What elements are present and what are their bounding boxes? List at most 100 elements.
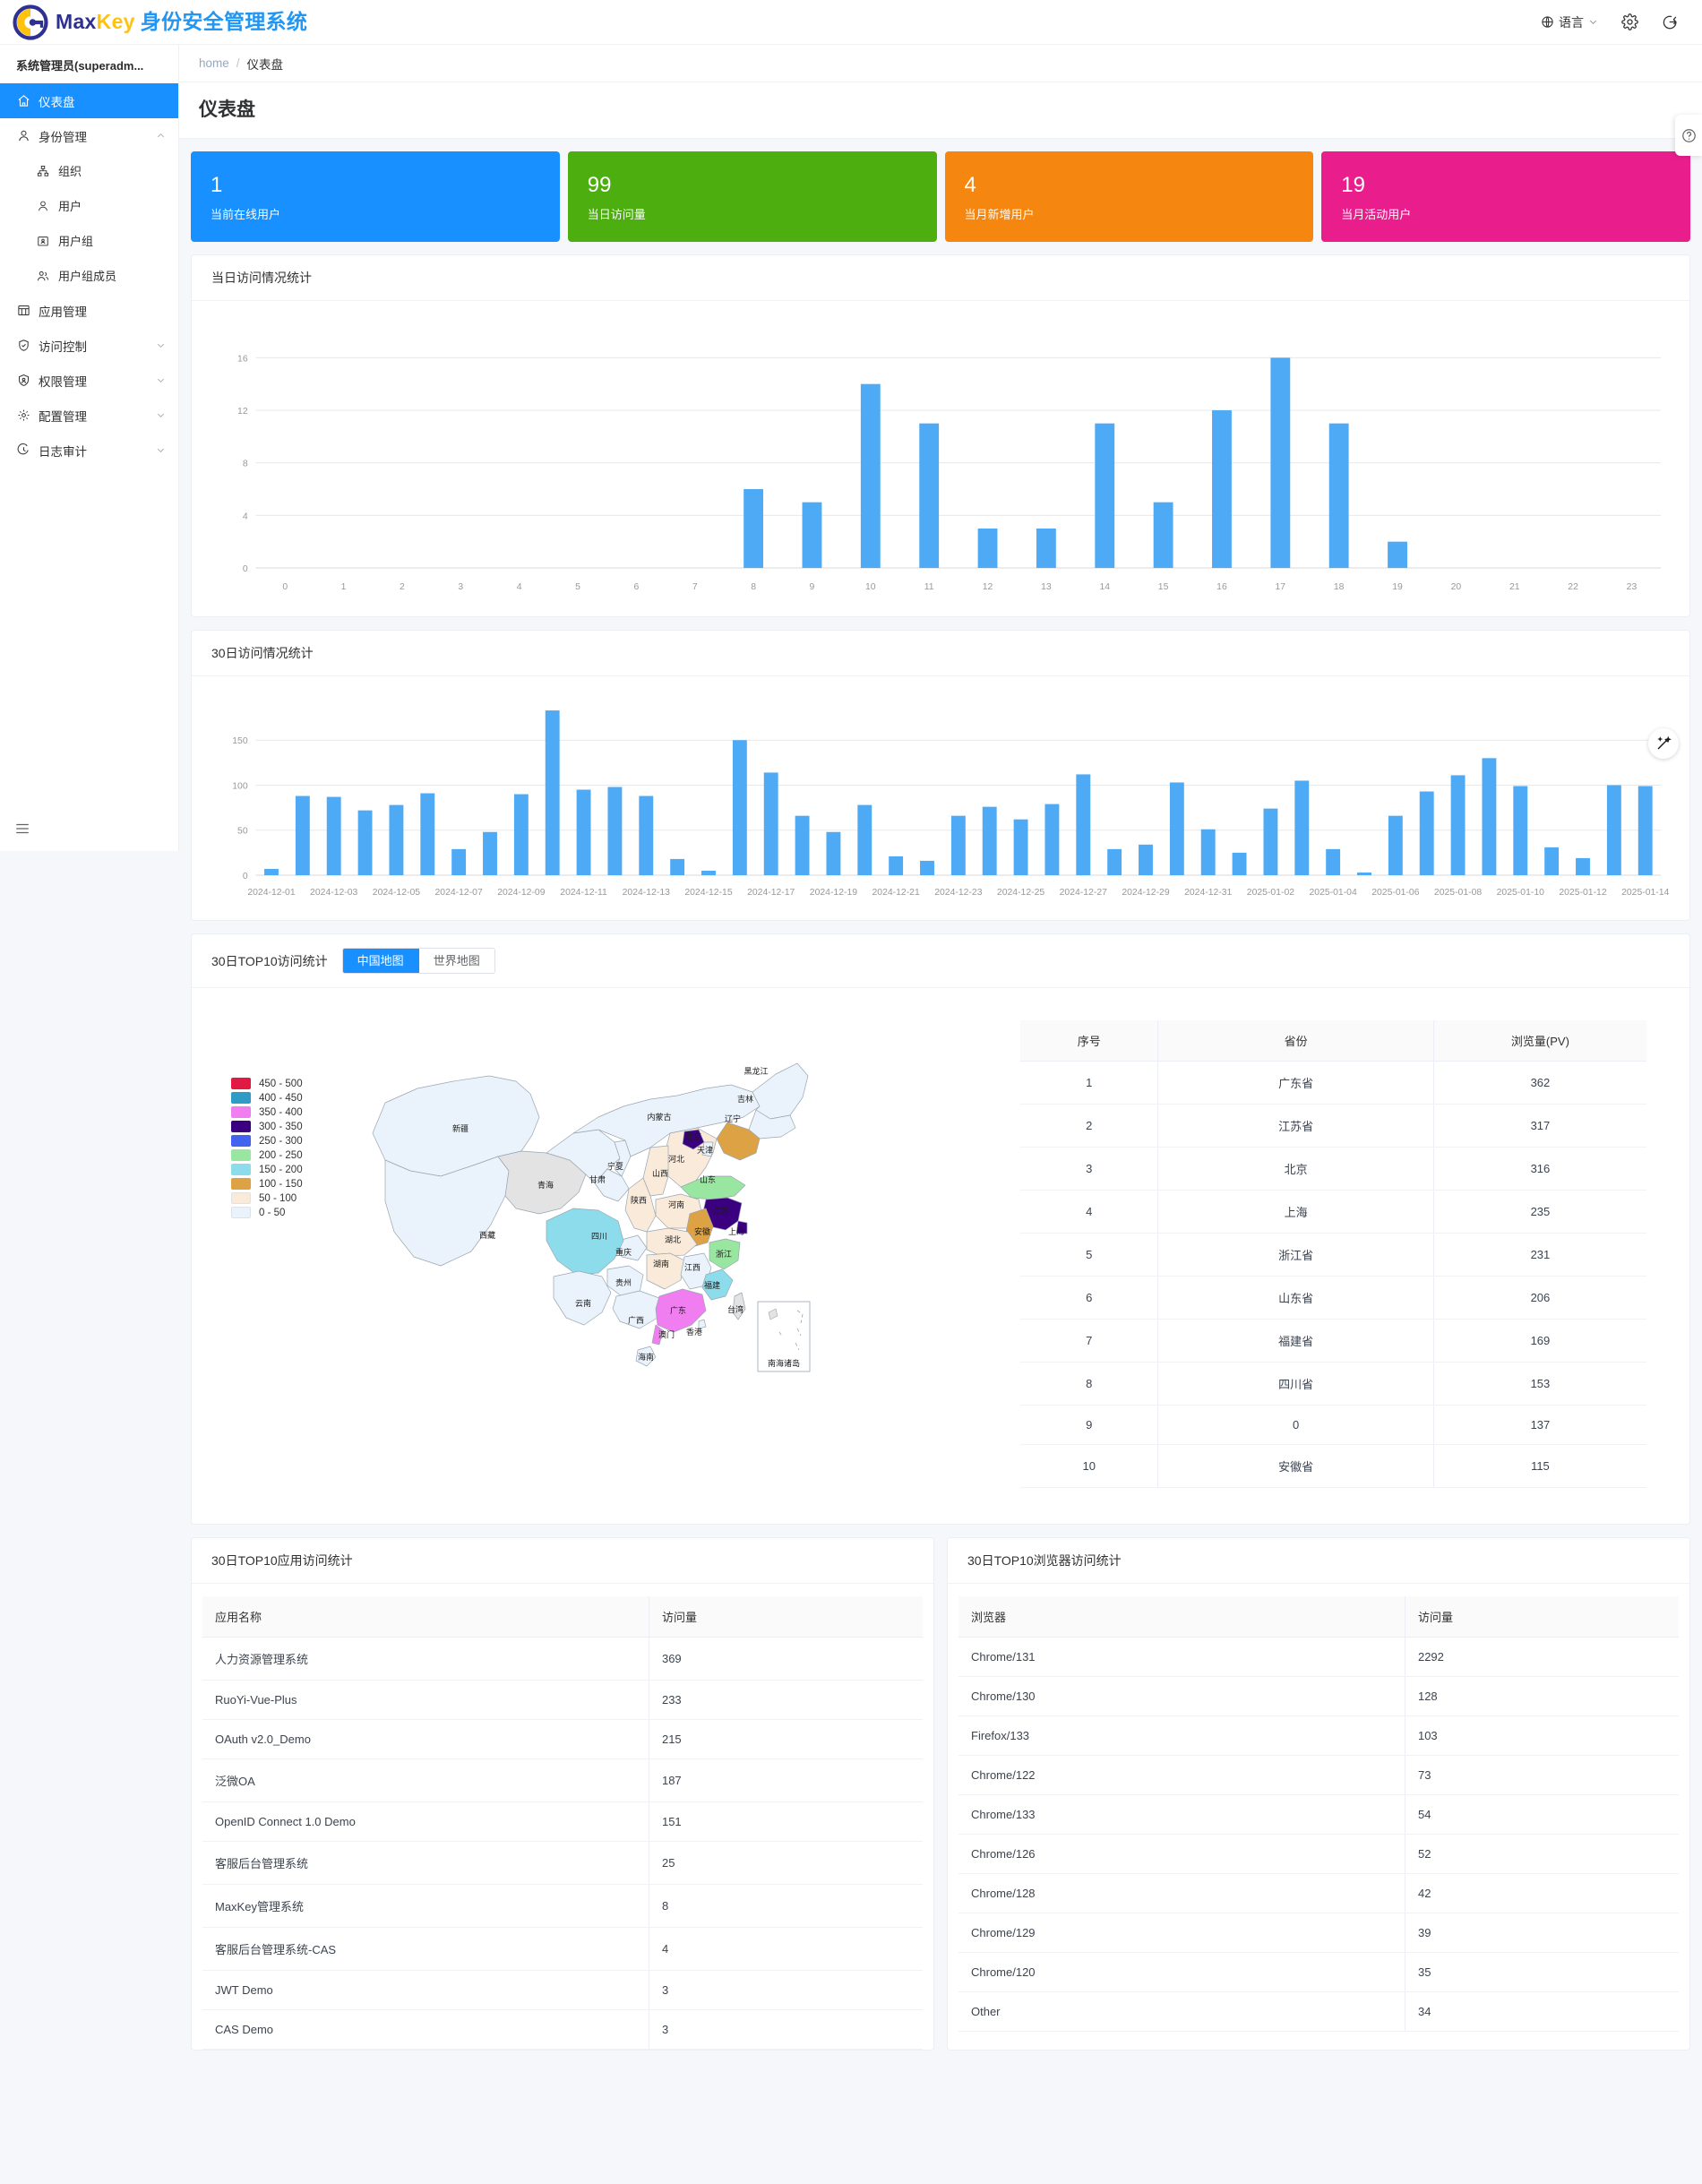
table-row[interactable]: Chrome/126 52 bbox=[958, 1834, 1679, 1875]
sidebar-collapse-toggle[interactable] bbox=[14, 821, 32, 838]
bar[interactable] bbox=[357, 811, 373, 876]
bar[interactable] bbox=[1544, 847, 1560, 876]
table-row[interactable]: RuoYi-Vue-Plus 233 bbox=[202, 1680, 923, 1721]
bar[interactable] bbox=[545, 710, 560, 876]
table-row[interactable]: 客服后台管理系统-CAS 4 bbox=[202, 1927, 923, 1972]
bar[interactable] bbox=[389, 804, 404, 876]
bar[interactable] bbox=[1153, 503, 1173, 569]
bar[interactable] bbox=[1419, 791, 1434, 876]
table-row[interactable]: 8 四川省 153 bbox=[1020, 1362, 1646, 1406]
bar[interactable] bbox=[1388, 816, 1403, 876]
help-floating-button[interactable] bbox=[1675, 115, 1702, 156]
bar[interactable] bbox=[744, 489, 764, 569]
bar[interactable] bbox=[1076, 774, 1091, 876]
table-row[interactable]: Chrome/122 73 bbox=[958, 1755, 1679, 1796]
bar[interactable] bbox=[326, 796, 341, 876]
sidebar-item-permission[interactable]: 权限管理 bbox=[0, 363, 178, 398]
table-row[interactable]: 7 福建省 169 bbox=[1020, 1319, 1646, 1363]
bar[interactable] bbox=[795, 816, 810, 876]
table-row[interactable]: OAuth v2.0_Demo 215 bbox=[202, 1719, 923, 1760]
bar[interactable] bbox=[920, 861, 934, 876]
stat-card-new-users-month[interactable]: 4 当月新增用户 bbox=[944, 151, 1314, 243]
bar[interactable] bbox=[1036, 529, 1056, 569]
brand-logo-group[interactable]: MaxKey 身份安全管理系统 bbox=[13, 4, 307, 40]
bar[interactable] bbox=[1044, 804, 1060, 876]
bar[interactable] bbox=[513, 794, 529, 876]
bar[interactable] bbox=[1263, 809, 1278, 876]
bar[interactable] bbox=[1270, 357, 1291, 569]
language-selector[interactable]: 语言 bbox=[1541, 13, 1598, 31]
table-row[interactable]: 3 北京 316 bbox=[1020, 1147, 1646, 1191]
bar[interactable] bbox=[576, 789, 591, 876]
bar[interactable] bbox=[1388, 542, 1407, 569]
table-row[interactable]: Other 34 bbox=[958, 1991, 1679, 2033]
bar[interactable] bbox=[264, 869, 279, 876]
bar[interactable] bbox=[826, 832, 841, 876]
tab-china-map[interactable]: 中国地图 bbox=[342, 949, 419, 974]
table-row[interactable]: JWT Demo 3 bbox=[202, 1970, 923, 2011]
table-row[interactable]: 1 广东省 362 bbox=[1020, 1061, 1646, 1105]
table-row[interactable]: Chrome/129 39 bbox=[958, 1913, 1679, 1954]
sidebar-item-users[interactable]: 用户 bbox=[0, 188, 178, 223]
table-row[interactable]: 人力资源管理系统 369 bbox=[202, 1637, 923, 1681]
sidebar-item-usergroup[interactable]: 用户组 bbox=[0, 223, 178, 258]
sidebar-item-dashboard[interactable]: 仪表盘 bbox=[0, 83, 178, 118]
bar[interactable] bbox=[1200, 830, 1216, 876]
bar[interactable] bbox=[1450, 775, 1466, 876]
table-row[interactable]: Firefox/133 103 bbox=[958, 1715, 1679, 1757]
sidebar-item-organization[interactable]: 组织 bbox=[0, 153, 178, 188]
bar[interactable] bbox=[732, 740, 747, 876]
bar[interactable] bbox=[451, 849, 467, 876]
table-row[interactable]: OpenID Connect 1.0 Demo 151 bbox=[202, 1801, 923, 1843]
bar[interactable] bbox=[950, 816, 966, 876]
bar[interactable] bbox=[1013, 820, 1028, 876]
bar[interactable] bbox=[977, 529, 998, 569]
sidebar-item-config[interactable]: 配置管理 bbox=[0, 398, 178, 433]
table-row[interactable]: Chrome/131 2292 bbox=[958, 1637, 1679, 1678]
table-row[interactable]: 5 浙江省 231 bbox=[1020, 1233, 1646, 1277]
bar[interactable] bbox=[1328, 424, 1349, 569]
table-row[interactable]: 客服后台管理系统 25 bbox=[202, 1841, 923, 1886]
tab-world-map[interactable]: 世界地图 bbox=[418, 949, 494, 974]
bar[interactable] bbox=[1357, 873, 1371, 876]
bar[interactable] bbox=[295, 795, 310, 876]
bar[interactable] bbox=[802, 503, 822, 569]
sidebar-item-app-management[interactable]: 应用管理 bbox=[0, 293, 178, 328]
stat-card-today-visits[interactable]: 99 当日访问量 bbox=[567, 151, 937, 243]
table-row[interactable]: MaxKey管理系统 8 bbox=[202, 1884, 923, 1929]
table-row[interactable]: 4 上海 235 bbox=[1020, 1190, 1646, 1234]
table-row[interactable]: Chrome/130 128 bbox=[958, 1676, 1679, 1717]
bar[interactable] bbox=[1576, 858, 1590, 876]
table-row[interactable]: 10 安徽省 115 bbox=[1020, 1444, 1646, 1489]
table-row[interactable]: 泛微OA 187 bbox=[202, 1758, 923, 1803]
magic-wand-button[interactable] bbox=[1648, 728, 1679, 760]
bar[interactable] bbox=[1513, 786, 1528, 876]
bar[interactable] bbox=[420, 793, 435, 876]
bar[interactable] bbox=[860, 384, 881, 569]
breadcrumb-home[interactable]: home bbox=[199, 56, 229, 70]
bar[interactable] bbox=[1638, 786, 1653, 876]
bar[interactable] bbox=[889, 856, 904, 876]
china-map-container[interactable]: 450 - 500 400 - 450 350 - 400 300 - 350 250 … bbox=[211, 1011, 999, 1488]
bar[interactable] bbox=[670, 859, 685, 876]
sidebar-item-access-control[interactable]: 访问控制 bbox=[0, 328, 178, 363]
bar[interactable] bbox=[857, 804, 872, 876]
bar[interactable] bbox=[1232, 853, 1247, 876]
table-row[interactable]: CAS Demo 3 bbox=[202, 2009, 923, 2051]
stat-card-active-users-month[interactable]: 19 当月活动用户 bbox=[1321, 151, 1690, 243]
bar[interactable] bbox=[1139, 845, 1153, 876]
bar[interactable] bbox=[701, 871, 716, 876]
table-row[interactable]: Chrome/120 35 bbox=[958, 1952, 1679, 1993]
bar[interactable] bbox=[1482, 758, 1497, 876]
bar[interactable] bbox=[607, 787, 623, 876]
bar[interactable] bbox=[1606, 785, 1621, 876]
stat-card-online-users[interactable]: 1 当前在线用户 bbox=[191, 151, 560, 243]
bar[interactable] bbox=[763, 772, 778, 876]
logout-icon[interactable] bbox=[1662, 13, 1679, 30]
bar[interactable] bbox=[1294, 780, 1310, 876]
gear-icon[interactable] bbox=[1621, 13, 1638, 30]
bar[interactable] bbox=[483, 832, 497, 876]
bar[interactable] bbox=[639, 795, 654, 876]
table-row[interactable]: 9 0 137 bbox=[1020, 1405, 1646, 1446]
